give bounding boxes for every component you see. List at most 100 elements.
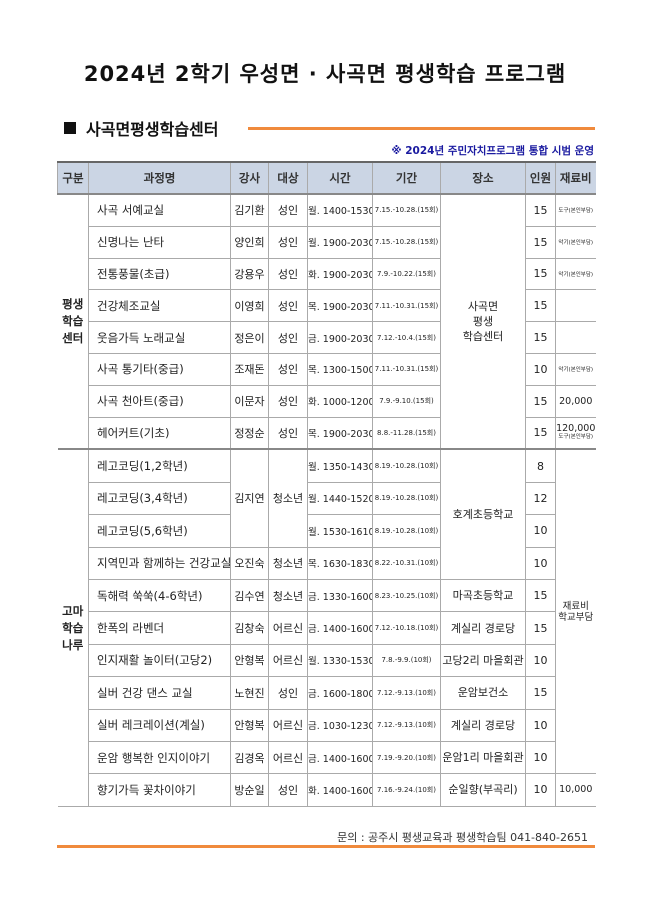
teacher: 안형복 <box>230 643 269 678</box>
table-row: 레고코딩(5,6학년) 월. 1530-1610 8.19.-10.28.(10회)… <box>58 514 596 548</box>
teacher: 이문자 <box>230 384 269 418</box>
capacity: 10 <box>525 773 556 807</box>
period: 7.11.-10.31.(15회) <box>372 352 441 386</box>
table-header-row: 구분 과정명 강사 대상 시간 기간 장소 인원 재료비 <box>57 161 596 195</box>
teacher: 이영희 <box>230 289 269 323</box>
course-name: 레고코딩(5,6학년) <box>88 514 231 548</box>
header-course: 과정명 <box>88 161 231 195</box>
capacity: 10 <box>525 708 556 742</box>
target: 성인 <box>268 384 308 418</box>
table-row: 운암 행복한 인지이야기 김경옥 어르신 금. 1400-1600 7.19.-9.20… <box>58 740 596 775</box>
teacher: 노현진 <box>230 676 269 710</box>
teacher: 안형복 <box>230 708 269 742</box>
table-row: 실버 건강 댄스 교실 노현진 성인 금. 1600-1800 7.12.-9.13.(… <box>58 676 596 710</box>
period: 8.22.-10.31.(10회) <box>372 546 441 580</box>
section-divider <box>248 127 595 130</box>
table-row: 레고코딩(3,4학년) 월. 1440-1520 8.19.-10.28.(10회)… <box>58 481 596 516</box>
target: 성인 <box>268 289 308 323</box>
place: 순일향(부곡리) <box>440 773 526 807</box>
teacher: 김창숙 <box>230 611 269 645</box>
course-name: 레고코딩(1,2학년) <box>88 448 231 483</box>
capacity: 10 <box>525 740 556 775</box>
target: 성인 <box>268 225 308 259</box>
teacher: 김경옥 <box>230 740 269 775</box>
square-bullet-icon <box>64 122 76 134</box>
period: 7.11.-10.31.(15회) <box>372 289 441 323</box>
period: 8.23.-10.25.(10회) <box>372 578 441 613</box>
period: 7.8.-9.9.(10회) <box>372 643 441 678</box>
target: 청소년 <box>268 578 308 613</box>
capacity: 10 <box>525 546 556 580</box>
table-row: 헤어커트(기초) 정정순 성인 목. 1900-2030 8.8.-11.28.(15회… <box>58 416 596 450</box>
material-fee: 10,000 <box>555 773 596 807</box>
course-name: 신명나는 난타 <box>88 225 231 259</box>
pilot-note: ※ 2024년 주민자치프로그램 통합 시범 운영 <box>391 145 594 157</box>
teacher: 김지연 <box>230 448 269 548</box>
course-name: 향기가득 꽃차이야기 <box>88 773 231 807</box>
time: 금. 1600-1800 <box>307 676 373 710</box>
table-row: 향기가득 꽃차이야기 방순일 성인 화. 1400-1600 7.16.-9.24.(1… <box>58 773 596 807</box>
teacher: 강용우 <box>230 257 269 291</box>
page-title: 2024년 2학기 우성면 · 사곡면 평생학습 프로그램 <box>83 62 567 86</box>
target: 성인 <box>268 676 308 710</box>
header-division: 구분 <box>57 161 89 195</box>
course-name: 전통풍물(초급) <box>88 257 231 291</box>
target: 어르신 <box>268 643 308 678</box>
group-label: 평생 학습 센터 <box>57 192 89 450</box>
period: 7.9.-10.22.(15회) <box>372 257 441 291</box>
target: 어르신 <box>268 740 308 775</box>
capacity: 15 <box>525 321 556 354</box>
time: 금. 1900-2030 <box>307 321 373 354</box>
table-row: 사곡 통기타(중급) 조재돈 성인 목. 1300-1500 7.11.-10.31.(… <box>58 352 596 386</box>
course-name: 사곡 천아트(중급) <box>88 384 231 418</box>
course-name: 독해력 쑥쑥(4-6학년) <box>88 578 231 613</box>
group-label: 고마 학습 나루 <box>57 448 89 807</box>
place: 운암1리 마을회관 <box>440 740 526 775</box>
header-teacher: 강사 <box>230 161 269 195</box>
time: 목. 1630-1830 <box>307 546 373 580</box>
period: 7.12.-10.4.(15회) <box>372 321 441 354</box>
target: 성인 <box>268 352 308 386</box>
place: 운암보건소 <box>440 676 526 710</box>
target: 어르신 <box>268 611 308 645</box>
period: 7.15.-10.28.(15회) <box>372 192 441 227</box>
target: 성인 <box>268 192 308 227</box>
material-fee: 20,000 <box>555 384 596 418</box>
time: 월. 1440-1520 <box>307 481 373 516</box>
course-name: 운암 행복한 인지이야기 <box>88 740 231 775</box>
period: 7.12.-9.13.(10회) <box>372 708 441 742</box>
time: 금. 1030-1230 <box>307 708 373 742</box>
course-name: 헤어커트(기초) <box>88 416 231 450</box>
period: 7.19.-9.20.(10회) <box>372 740 441 775</box>
capacity: 15 <box>525 611 556 645</box>
period: 7.15.-10.28.(15회) <box>372 225 441 259</box>
material-fee-note: 도구(본인부담) <box>558 433 594 440</box>
time: 월. 1330-1530 <box>307 643 373 678</box>
period: 8.19.-10.28.(10회) <box>372 514 441 548</box>
course-name: 한폭의 라벤더 <box>88 611 231 645</box>
target: 성인 <box>268 773 308 807</box>
table-row: 인지재활 놀이터(고당2) 안형복 어르신 월. 1330-1530 7.8.-9.9.… <box>58 643 596 678</box>
course-name: 실버 레크레이션(계실) <box>88 708 231 742</box>
table-row: 사곡 천아트(중급) 이문자 성인 화. 1000-1200 7.9.-9.10.(15… <box>58 384 596 418</box>
period: 7.12.-9.13.(10회) <box>372 676 441 710</box>
teacher: 정정순 <box>230 416 269 450</box>
place: 마곡초등학교 <box>440 578 526 613</box>
time: 목. 1300-1500 <box>307 352 373 386</box>
time: 월. 1350-1430 <box>307 448 373 483</box>
program-table: 구분 과정명 강사 대상 시간 기간 장소 인원 재료비 평생 학습 센터 사곡 서예교실 김기환 성인 월… <box>57 161 596 807</box>
header-capacity: 인원 <box>525 161 556 195</box>
table-row: 평생 학습 센터 사곡 서예교실 김기환 성인 월. 1400-1530 7.15.-10.2… <box>57 192 596 450</box>
course-name: 레고코딩(3,4학년) <box>88 481 231 516</box>
material-fee: 악기(본인부담) <box>555 225 596 259</box>
footer-divider <box>57 845 595 848</box>
table-row: 신명나는 난타 양인희 성인 월. 1900-2030 7.15.-10.28.(15회… <box>58 225 596 259</box>
material-fee: 악기(본인부담) <box>555 257 596 291</box>
table-row: 지역민과 함께하는 건강교실 오진숙 청소년 목. 1630-1830 8.22.-10… <box>58 546 596 580</box>
period: 7.9.-9.10.(15회) <box>372 384 441 418</box>
period: 8.19.-10.28.(10회) <box>372 481 441 516</box>
contact-info: 문의 : 공주시 평생교육과 평생학습팀 041-840-2651 <box>337 831 588 844</box>
table-row: 건강체조교실 이영희 성인 목. 1900-2030 7.11.-10.31.(15회)… <box>58 289 596 323</box>
capacity: 15 <box>525 384 556 418</box>
header-time: 시간 <box>307 161 373 195</box>
